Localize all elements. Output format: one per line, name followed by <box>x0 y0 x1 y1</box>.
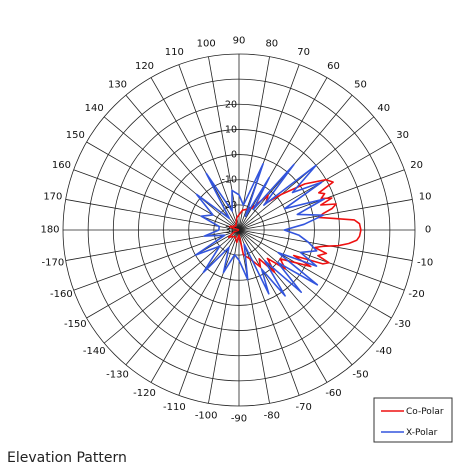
angle-tick-label: 110 <box>165 47 184 58</box>
legend-label-co-polar: Co-Polar <box>406 407 444 417</box>
grid-spoke <box>238 229 375 344</box>
radial-tick-label: 0 <box>231 150 237 161</box>
series-line-co-polar <box>227 178 362 274</box>
angle-tick-label: -120 <box>133 388 156 399</box>
radial-labels: 20 10 0 -10 -20 -30 <box>221 99 237 236</box>
grid-spoke <box>86 229 240 319</box>
grid-spoke <box>150 229 240 383</box>
angle-tick-label: 120 <box>135 61 154 72</box>
grid-spoke <box>238 229 328 383</box>
grid-spoke <box>238 77 328 231</box>
angle-tick-label: -70 <box>295 402 311 413</box>
grid-spoke <box>238 229 405 291</box>
grid-spoke <box>238 229 353 366</box>
grid-spoke <box>125 94 240 231</box>
grid-spoke <box>86 141 240 231</box>
angle-tick-label: 50 <box>354 80 367 91</box>
angle-tick-label: -170 <box>42 257 65 268</box>
grid-spoke <box>150 77 240 231</box>
radial-tick-label: 10 <box>225 124 237 135</box>
angle-tick-label: 170 <box>43 192 62 203</box>
angle-labels: 0102030405060708090100110120130140150160… <box>40 36 433 425</box>
grid-spoke <box>238 229 392 319</box>
angle-tick-label: -160 <box>50 289 73 300</box>
angle-tick-label: 60 <box>327 61 340 72</box>
angle-tick-label: 80 <box>265 38 278 49</box>
series-traces <box>194 163 362 297</box>
angle-tick-label: 70 <box>297 47 310 58</box>
angle-tick-label: 100 <box>197 38 216 49</box>
grid-spoke <box>238 229 270 404</box>
grid-spoke <box>103 229 240 344</box>
angle-tick-label: 20 <box>410 160 423 171</box>
angle-tick-label: -10 <box>417 257 433 268</box>
angle-tick-label: 0 <box>425 225 431 236</box>
angle-tick-label: -100 <box>195 411 218 422</box>
radial-tick-label: -10 <box>221 175 237 186</box>
legend: Co-Polar X-Polar <box>373 397 453 443</box>
grid-spoke <box>178 64 240 231</box>
legend-label-x-polar: X-Polar <box>406 428 438 438</box>
angle-tick-label: -80 <box>264 411 280 422</box>
polar-chart: 0102030405060708090100110120130140150160… <box>40 36 453 443</box>
grid-spoke <box>238 56 270 231</box>
grid-spoke <box>208 229 240 404</box>
angle-tick-label: 150 <box>66 130 85 141</box>
series-line-x-polar <box>194 163 325 297</box>
angle-tick-label: 140 <box>85 103 104 114</box>
grid-spoke <box>238 64 300 231</box>
grid-spoke <box>238 199 413 231</box>
angle-tick-label: 180 <box>40 225 59 236</box>
radial-tick-label: 20 <box>225 99 237 110</box>
angle-tick-label: -50 <box>352 369 368 380</box>
grid-spoke <box>125 229 240 366</box>
grid-spoke <box>65 199 240 231</box>
grid-spoke <box>178 229 240 396</box>
angle-tick-label: -150 <box>64 319 87 330</box>
grid-spoke <box>238 94 353 231</box>
angle-tick-label: -30 <box>395 319 411 330</box>
angle-tick-label: 160 <box>52 160 71 171</box>
angle-tick-label: -60 <box>325 388 341 399</box>
grid-spoke <box>73 229 240 291</box>
angle-tick-label: 40 <box>377 103 390 114</box>
angle-tick-label: -110 <box>163 402 186 413</box>
angle-tick-label: 10 <box>419 192 432 203</box>
angle-tick-label: -130 <box>106 369 129 380</box>
angle-tick-label: -90 <box>231 414 247 425</box>
grid-spoke <box>73 169 240 231</box>
angle-tick-label: 90 <box>233 36 246 47</box>
radial-tick-label: -20 <box>221 200 237 211</box>
angle-tick-label: 130 <box>108 80 127 91</box>
angle-tick-label: -40 <box>376 346 392 357</box>
angle-tick-label: 30 <box>396 130 409 141</box>
grid-spoke <box>238 229 413 261</box>
angle-tick-label: -140 <box>83 346 106 357</box>
radial-tick-label: -30 <box>221 225 237 236</box>
grid-spoke <box>103 116 240 231</box>
chart-caption: Elevation Pattern <box>7 450 127 466</box>
angle-tick-label: -20 <box>408 289 424 300</box>
legend-box <box>373 397 453 443</box>
grid-spoke <box>208 56 240 231</box>
